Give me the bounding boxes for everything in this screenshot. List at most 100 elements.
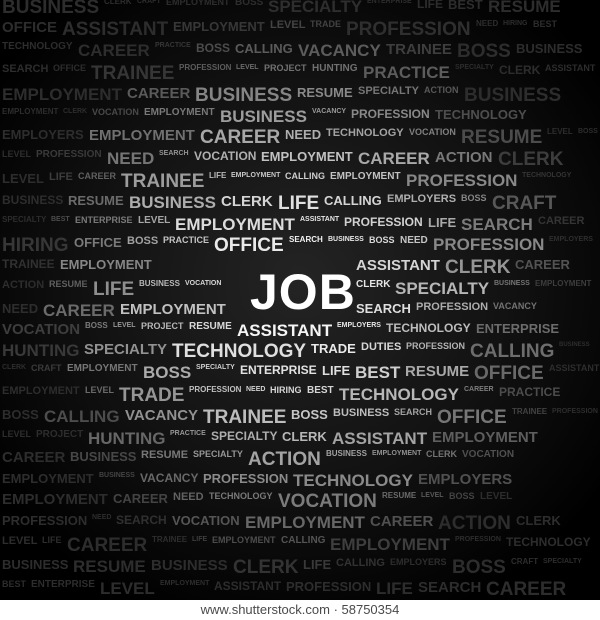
cloud-word: BOSS	[291, 407, 328, 422]
cloud-word: BEST	[51, 216, 70, 223]
cloud-word: LEVEL	[480, 491, 513, 502]
cloud-word: CLERK	[445, 257, 511, 278]
cloud-word: BEST	[448, 0, 483, 12]
cloud-word: TECHNOLOGY	[326, 127, 404, 139]
watermark-footer: www.shutterstock.com · 58750354	[0, 600, 600, 620]
cloud-word: BUSINESS	[139, 279, 180, 288]
cloud-word: NEED	[246, 386, 266, 393]
cloud-word: BUSINESS	[2, 0, 100, 18]
cloud-word: VOCATION	[92, 107, 139, 117]
cloud-word: SEARCH	[2, 63, 49, 75]
cloud-word: VACANCY	[312, 108, 347, 115]
cloud-word: CALLING	[470, 341, 555, 362]
cloud-word: LEVEL	[85, 385, 115, 395]
cloud-word: SEARCH	[116, 513, 167, 527]
cloud-word: PROFESSION	[2, 513, 88, 528]
cloud-word: NEED	[173, 491, 204, 503]
cloud-word: TRAINEE	[2, 257, 55, 271]
cloud-word: CALLING	[235, 41, 293, 56]
cloud-word: RESUME	[488, 0, 561, 16]
cloud-word: ASSISTANT	[214, 579, 282, 593]
cloud-word: SPECIALTY	[455, 64, 494, 71]
cloud-word: BUSINESS	[2, 193, 64, 207]
cloud-word: LEVEL	[113, 322, 136, 329]
cloud-word: CLERK	[104, 0, 132, 6]
cloud-word: BUSINESS	[151, 557, 228, 574]
cloud-word: TRAINEE	[121, 171, 205, 192]
cloud-word: BOSS	[235, 0, 264, 8]
cloud-word: NEED	[285, 127, 322, 142]
cloud-word: LIFE	[303, 557, 332, 572]
cloud-word: PROFESSION	[179, 63, 232, 72]
cloud-word: TECHNOLOGY	[522, 172, 572, 179]
cloud-word: HUNTING	[312, 63, 358, 74]
cloud-word: TECHNOLOGY	[2, 41, 73, 52]
cloud-word: OFFICE	[214, 235, 284, 256]
cloud-word: CALLING	[324, 193, 382, 208]
cloud-word: ASSISTANT	[549, 363, 600, 373]
cloud-word: PRACTICE	[499, 385, 561, 399]
cloud-word: BUSINESS	[220, 107, 307, 126]
cloud-word: PROFESSION	[455, 536, 501, 543]
cloud-word: PRACTICE	[163, 235, 210, 245]
cloud-word: RESUME	[49, 279, 88, 289]
cloud-word: CLERK	[282, 429, 327, 444]
cloud-word: CAREER	[78, 41, 150, 60]
cloud-word: CAREER	[515, 257, 570, 272]
cloud-word: EMPLOYMENT	[372, 450, 422, 457]
cloud-word: BEST	[355, 363, 401, 382]
cloud-word: PROFESSION	[189, 385, 242, 394]
cloud-word: BOSS	[578, 128, 598, 135]
cloud-word: RESUME	[141, 449, 189, 461]
cloud-word: CRAFT	[31, 363, 62, 373]
cloud-word: NEED	[476, 19, 499, 28]
cloud-word: VACANCY	[140, 471, 199, 485]
cloud-word: BOSS	[143, 363, 192, 382]
cloud-word: NEED	[107, 149, 155, 168]
cloud-word: PROFESSION	[203, 471, 289, 486]
cloud-word: CLERK	[498, 149, 564, 170]
cloud-word: EMPLOYMENT	[160, 580, 210, 587]
cloud-word: RESUME	[405, 363, 470, 380]
cloud-word: PROFESSION	[433, 235, 545, 254]
cloud-word: OFFICE	[437, 407, 507, 428]
cloud-word: EMPLOYMENT	[231, 172, 281, 179]
cloud-word: OFFICE	[2, 19, 57, 36]
cloud-word: HIRING	[2, 235, 69, 256]
cloud-word: PROFESSION	[36, 149, 102, 160]
cloud-word: BUSINESS	[333, 407, 390, 419]
cloud-word: EMPLOYMENT	[2, 107, 59, 116]
cloud-word: BOSS	[369, 235, 395, 245]
cloud-word: EMPLOYMENT	[173, 19, 265, 34]
cloud-word: RESUME	[297, 85, 353, 100]
cloud-word: ACTION	[438, 513, 511, 534]
cloud-word: ENTERPRISE	[476, 321, 560, 336]
cloud-word: SPECIALTY	[211, 429, 278, 443]
cloud-word: CLERK	[233, 557, 299, 578]
cloud-word: EMPLOYMENT	[67, 363, 138, 374]
cloud-word: CAREER	[2, 449, 66, 466]
cloud-word: EMPLOYMENT	[330, 171, 401, 182]
cloud-word: PROFESSION	[552, 408, 598, 415]
cloud-word: LIFE	[93, 279, 135, 300]
cloud-word: RESUME	[68, 193, 124, 208]
cloud-word: BUSINESS	[195, 85, 293, 106]
cloud-word: LEVEL	[2, 149, 32, 159]
cloud-word: RESUME	[382, 491, 417, 500]
cloud-word: CAREER	[67, 535, 148, 556]
cloud-word: LEVEL	[2, 429, 32, 439]
cloud-word: EMPLOYMENT	[60, 257, 152, 272]
cloud-word: EMPLOYMENT	[2, 85, 122, 104]
cloud-word: ACTION	[2, 279, 45, 291]
cloud-word: BUSINESS	[464, 85, 562, 106]
cloud-word: VOCATION	[194, 149, 257, 163]
cloud-word: NEED	[92, 514, 112, 521]
cloud-word: BOSS	[196, 41, 231, 55]
cloud-word: CLERK	[63, 108, 88, 115]
cloud-word: HUNTING	[88, 429, 166, 448]
cloud-word: ACTION	[435, 149, 493, 166]
cloud-word: SEARCH	[289, 235, 323, 244]
cloud-word: CALLING	[285, 171, 325, 181]
cloud-word: EMPLOYMENT	[261, 149, 353, 164]
cloud-word: ASSISTANT	[62, 19, 169, 40]
